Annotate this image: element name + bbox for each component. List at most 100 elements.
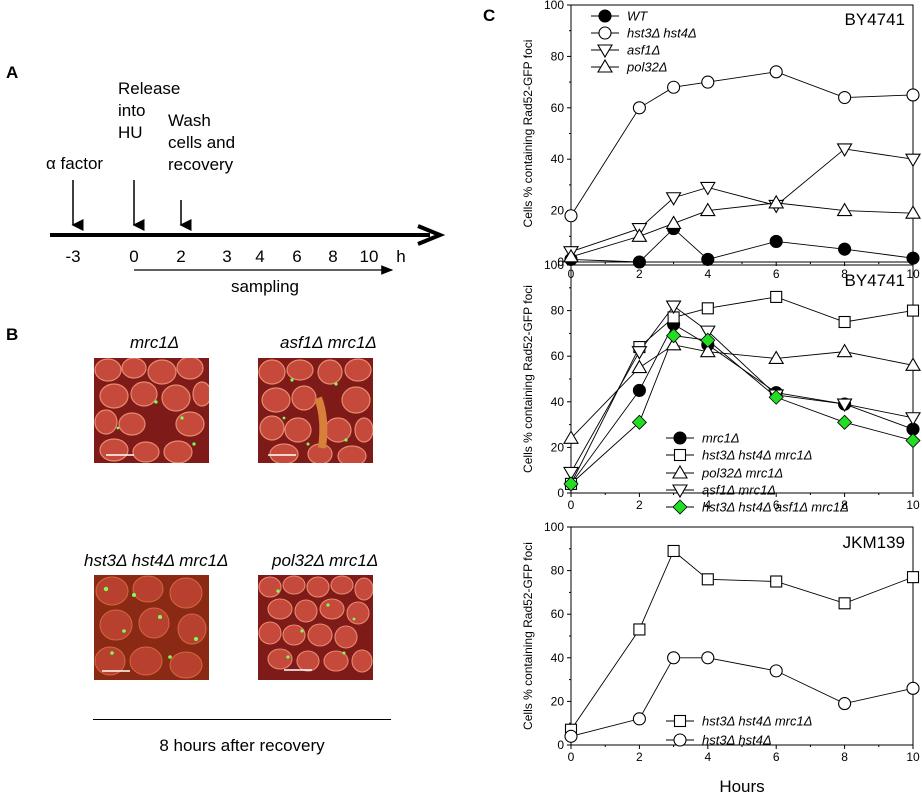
data-point <box>563 248 579 263</box>
data-point <box>667 651 681 665</box>
timeline-tick: h <box>396 247 405 266</box>
x-tick-label: 2 <box>636 750 643 764</box>
plot-frame <box>570 526 914 746</box>
data-point <box>905 357 921 371</box>
timeline-arrowhead <box>417 224 446 246</box>
y-axis-label: Cells % containing Rad52-GFP foci <box>521 542 535 730</box>
data-point <box>667 544 680 558</box>
legend-label: asf1Δ <box>627 43 660 58</box>
y-tick-label: 0 <box>557 486 564 500</box>
legend-marker <box>597 58 613 73</box>
x-axis-label: Hours <box>719 777 764 796</box>
data-point <box>768 194 785 209</box>
y-tick-label: 60 <box>551 349 565 363</box>
panel-label-b: B <box>6 325 19 344</box>
data-point <box>699 325 716 340</box>
legend-label: WT <box>627 9 648 24</box>
legend-marker <box>673 714 687 728</box>
data-point <box>906 571 920 584</box>
y-tick-label: 20 <box>551 204 565 218</box>
panel-label-a: A <box>6 63 19 82</box>
x-tick-label: 8 <box>841 750 848 764</box>
y-tick-label: 100 <box>544 520 564 534</box>
plot-frame <box>570 4 914 263</box>
data-point <box>665 300 682 315</box>
y-tick-label: 40 <box>551 651 565 665</box>
timeline-tick: 0 <box>129 247 138 266</box>
micrograph-caption: 8 hours after recovery <box>159 736 325 755</box>
legend-marker <box>597 44 613 59</box>
legend-label: hst3Δ hst4Δ mrc1Δ <box>702 714 812 729</box>
timeline-tick: 10 <box>360 247 379 266</box>
legend-marker <box>673 733 687 747</box>
legend-marker <box>673 431 687 445</box>
micrograph-title: pol32Δ mrc1Δ <box>272 551 379 570</box>
data-point <box>838 242 852 256</box>
data-point <box>837 414 853 430</box>
y-tick-label: 60 <box>551 101 565 115</box>
data-point <box>838 597 851 610</box>
data-point <box>836 343 853 358</box>
data-point <box>836 398 853 413</box>
x-tick-label: 8 <box>841 498 848 512</box>
micrograph-hst3-hst4-mrc1 <box>94 575 209 680</box>
data-point <box>906 304 920 317</box>
data-point <box>905 412 921 426</box>
data-point <box>701 75 715 89</box>
data-point <box>701 302 714 315</box>
legend-label: hst3Δ hst4Δ asf1Δ mrc1Δ <box>702 500 849 515</box>
y-tick-label: 80 <box>551 49 565 63</box>
x-tick-label: 4 <box>704 267 711 281</box>
x-tick-label: 0 <box>568 750 575 764</box>
data-point <box>769 234 783 248</box>
y-tick-label: 80 <box>551 564 565 578</box>
x-tick-label: 6 <box>773 498 780 512</box>
release-label: Release into HU <box>118 79 181 142</box>
y-tick-label: 100 <box>544 258 564 272</box>
legend-marker <box>598 26 612 40</box>
x-tick-label: 10 <box>906 498 920 512</box>
strain-annotation: JKM139 <box>843 533 905 552</box>
y-tick-label: 100 <box>544 0 564 12</box>
x-tick-label: 4 <box>704 498 711 512</box>
timeline-tick: 4 <box>255 247 264 266</box>
data-point <box>701 573 714 586</box>
panel-label-c: C <box>483 6 496 25</box>
y-tick-label: 0 <box>557 255 564 269</box>
data-point <box>838 697 852 711</box>
data-point <box>563 430 579 444</box>
timeline-tick: 3 <box>222 247 231 266</box>
y-tick-label: 40 <box>551 152 565 166</box>
x-tick-label: 2 <box>636 267 643 281</box>
series-line <box>570 227 914 263</box>
y-axis-label: Cells % containing Rad52-GFP foci <box>521 40 535 228</box>
series-line <box>570 550 914 730</box>
legend-label: pol32Δ mrc1Δ <box>701 466 783 481</box>
data-point <box>699 181 716 196</box>
legend-label: pol32Δ <box>626 60 668 75</box>
y-tick-label: 20 <box>551 694 565 708</box>
y-tick-label: 20 <box>551 440 565 454</box>
data-point <box>632 101 646 115</box>
data-point <box>632 255 646 269</box>
legend-marker <box>673 448 687 462</box>
x-tick-label: 6 <box>773 267 780 281</box>
micrograph-image-1 <box>94 358 209 463</box>
x-tick-label: 8 <box>841 267 848 281</box>
timeline-tick: -3 <box>65 247 80 266</box>
legend-label: asf1Δ mrc1Δ <box>702 483 776 498</box>
legend-marker <box>672 484 688 499</box>
series-line <box>570 148 914 253</box>
data-point <box>701 252 715 266</box>
data-point <box>770 575 783 588</box>
timeline-diagram: -3 0 2 3 4 6 8 10 h sampling <box>50 180 446 296</box>
series-line <box>570 71 914 216</box>
data-point <box>768 350 785 365</box>
y-tick-label: 40 <box>551 395 565 409</box>
data-point <box>769 664 783 678</box>
data-point <box>665 192 682 206</box>
legend-label: hst3Δ hst4Δ <box>702 733 772 748</box>
data-point <box>700 332 716 348</box>
data-point <box>631 359 648 374</box>
